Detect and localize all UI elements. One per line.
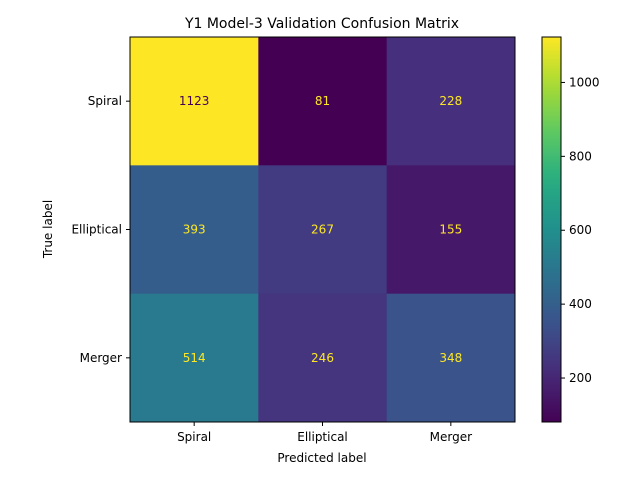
x-tick-label: Elliptical — [297, 430, 348, 444]
colorbar-ticks: 200 400 600 800 1000 — [561, 75, 600, 385]
x-tick-label: Spiral — [177, 430, 211, 444]
heatmap-cell — [386, 165, 516, 295]
heatmap-cell-labels: 1123 81 228 393 267 155 514 246 348 — [179, 94, 462, 365]
y-tick-label: Spiral — [88, 94, 122, 108]
heatmap-cell — [386, 37, 516, 166]
cell-value-label: 514 — [183, 351, 206, 365]
heatmap-cell — [386, 293, 516, 423]
colorbar — [541, 36, 562, 423]
heatmap-cell — [130, 293, 259, 423]
y-tick-label: Merger — [80, 351, 122, 365]
colorbar-tick-label: 400 — [569, 297, 592, 311]
y-axis-ticks: Spiral Elliptical Merger — [71, 94, 130, 365]
colorbar-tick-label: 200 — [569, 371, 592, 385]
heatmap-cells — [130, 37, 516, 423]
y-axis-label: True label — [41, 200, 55, 259]
x-axis-label: Predicted label — [277, 451, 366, 465]
cell-value-label: 81 — [315, 94, 330, 108]
heatmap-cell — [130, 37, 259, 166]
heatmap-cell — [258, 293, 388, 423]
chart-title: Y1 Model-3 Validation Confusion Matrix — [184, 16, 459, 32]
heatmap-cell — [258, 165, 388, 295]
cell-value-label: 155 — [439, 223, 462, 237]
cell-value-label: 348 — [439, 351, 462, 365]
cell-value-label: 246 — [311, 351, 334, 365]
cell-value-label: 393 — [183, 223, 206, 237]
colorbar-tick-label: 1000 — [569, 75, 600, 89]
cell-value-label: 267 — [311, 223, 334, 237]
colorbar-tick-label: 600 — [569, 223, 592, 237]
y-tick-label: Elliptical — [71, 223, 122, 237]
heatmap-cell — [130, 165, 259, 295]
cell-value-label: 1123 — [179, 94, 210, 108]
x-axis-ticks: Spiral Elliptical Merger — [177, 422, 472, 444]
colorbar-tick-label: 800 — [569, 149, 592, 163]
cell-value-label: 228 — [439, 94, 462, 108]
heatmap-cell — [258, 37, 388, 166]
x-tick-label: Merger — [430, 430, 472, 444]
